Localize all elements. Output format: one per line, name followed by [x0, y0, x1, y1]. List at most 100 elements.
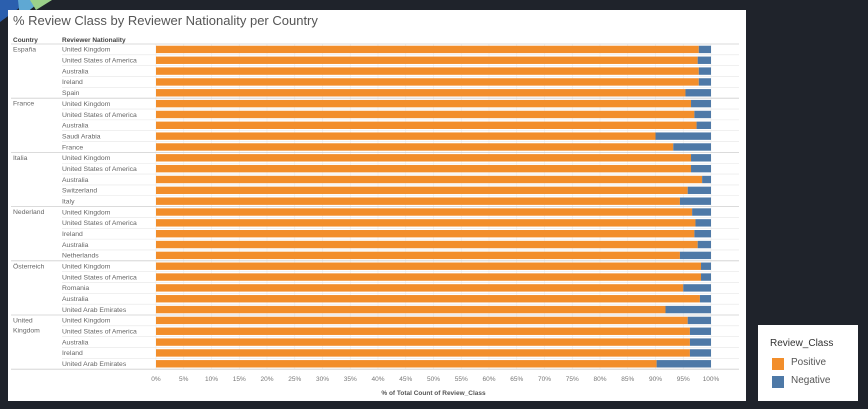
nationality-label: Australia	[62, 123, 89, 130]
bar-positive	[156, 208, 693, 216]
x-tick-label: 45%	[399, 376, 412, 383]
bar-negative	[665, 305, 711, 314]
bar-negative	[698, 67, 711, 75]
x-tick-label: 25%	[288, 376, 301, 383]
x-tick-label: 70%	[538, 376, 551, 383]
nationality-label: Australia	[62, 339, 89, 346]
nationality-label: United States of America	[62, 166, 137, 173]
x-tick-label: 55%	[455, 376, 468, 383]
bar-negative	[697, 56, 711, 64]
bar-negative	[656, 360, 711, 368]
x-tick-label: 40%	[371, 376, 384, 383]
x-tick-label: 90%	[649, 376, 662, 383]
bar-positive	[156, 295, 700, 303]
bar-negative	[694, 110, 711, 119]
nationality-label: United States of America	[62, 58, 137, 65]
legend-swatch-negative	[772, 376, 784, 388]
nationality-label: Netherlands	[62, 253, 99, 260]
x-tick-label: 65%	[510, 376, 523, 383]
nationality-label: United Kingdom	[62, 47, 111, 54]
nationality-label: France	[62, 144, 83, 151]
bar-negative	[694, 230, 711, 238]
nationality-label: United Kingdom	[62, 209, 111, 216]
bar-negative	[689, 349, 711, 357]
nationality-label: Australia	[62, 242, 89, 249]
bar-negative	[673, 143, 711, 151]
bar-positive	[156, 121, 697, 129]
x-tick-label: 30%	[316, 376, 329, 383]
x-tick-label: 5%	[179, 376, 189, 383]
legend-swatch-positive	[772, 358, 784, 370]
x-tick-label: 35%	[344, 376, 357, 383]
bar-negative	[696, 121, 711, 129]
nationality-label: United States of America	[62, 274, 137, 281]
x-tick-label: 60%	[482, 376, 495, 383]
bar-negative	[689, 327, 711, 335]
country-label: Nederland	[13, 209, 45, 216]
bar-negative	[689, 338, 711, 346]
bar-positive	[156, 175, 703, 184]
chart-panel: % Review Class by Reviewer Nationality p…	[8, 10, 746, 401]
nationality-label: United States of America	[62, 112, 137, 119]
legend-title: Review_Class	[770, 338, 834, 349]
bar-positive	[156, 284, 684, 292]
nationality-label: United States of America	[62, 220, 137, 227]
bar-positive	[156, 327, 690, 335]
bar-negative	[655, 132, 711, 140]
x-tick-label: 10%	[205, 376, 218, 383]
bar-negative	[702, 175, 711, 184]
x-axis-title: % of Total Count of Review_Class	[381, 390, 486, 397]
country-label: Kingdom	[13, 328, 40, 335]
bar-negative	[699, 295, 711, 303]
bar-positive	[156, 338, 690, 346]
country-label: Italia	[13, 155, 28, 162]
bar-positive	[156, 186, 688, 195]
nationality-label: Romania	[62, 285, 89, 292]
bar-positive	[156, 56, 698, 64]
nationality-label: United Kingdom	[62, 155, 111, 162]
nationality-column-header: Reviewer Nationality	[62, 37, 126, 44]
nationality-label: United Arab Emirates	[62, 361, 127, 368]
country-column-header: Country	[13, 37, 38, 44]
bar-negative	[687, 186, 711, 195]
nationality-label: Switzerland	[62, 188, 97, 195]
nationality-label: Ireland	[62, 231, 83, 238]
bar-positive	[156, 67, 699, 75]
bar-positive	[156, 132, 656, 140]
country-label: France	[13, 101, 34, 108]
bar-positive	[156, 305, 666, 314]
nationality-label: United Arab Emirates	[62, 307, 127, 314]
bar-positive	[156, 273, 702, 281]
x-tick-label: 75%	[566, 376, 579, 383]
bar-negative	[695, 219, 711, 227]
x-tick-label: 15%	[233, 376, 246, 383]
bar-negative	[687, 316, 711, 325]
bar-negative	[679, 251, 711, 260]
x-tick-label: 50%	[427, 376, 440, 383]
bar-positive	[156, 143, 674, 151]
nationality-label: United Kingdom	[62, 264, 111, 271]
bar-positive	[156, 316, 688, 325]
nationality-label: Italy	[62, 198, 75, 205]
bar-negative	[685, 89, 711, 97]
bar-positive	[156, 360, 657, 368]
stacked-bar-chart: España United Kingdom United States of Ame…	[11, 43, 739, 397]
nationality-label: Ireland	[62, 350, 83, 357]
bar-positive	[156, 240, 698, 249]
bar-negative	[698, 45, 711, 54]
x-tick-label: 85%	[621, 376, 634, 383]
bar-negative	[701, 262, 711, 270]
nationality-label: Australia	[62, 177, 89, 184]
bar-positive	[156, 78, 699, 86]
bar-positive	[156, 45, 699, 54]
bar-negative	[691, 99, 711, 108]
bar-positive	[156, 219, 696, 227]
bar-negative	[701, 273, 711, 281]
bar-negative	[698, 78, 711, 86]
x-tick-label: 0%	[151, 376, 161, 383]
bar-negative	[679, 197, 711, 205]
legend: Review_Class Positive Negative	[758, 325, 858, 401]
country-label: United	[13, 318, 33, 325]
bar-positive	[156, 251, 680, 260]
nationality-label: Saudi Arabia	[62, 133, 101, 140]
